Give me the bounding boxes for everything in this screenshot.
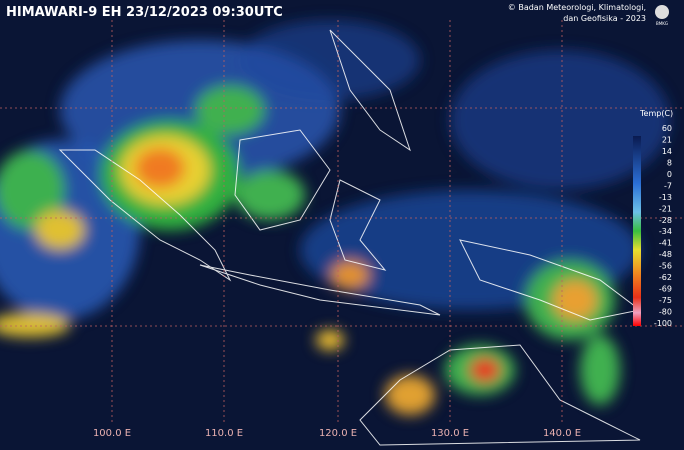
longitude-label: 100.0 E — [93, 428, 131, 439]
legend-tick-label: -48 — [659, 250, 672, 259]
legend-tick-label: -100 — [654, 319, 672, 328]
colorbar — [633, 136, 641, 326]
coastlines — [58, 29, 642, 446]
longitude-label: 120.0 E — [319, 428, 357, 439]
legend-tick-label: 8 — [667, 158, 672, 167]
longitude-label: 130.0 E — [431, 428, 469, 439]
legend-tick-label: 14 — [662, 147, 672, 156]
legend-tick-label: -21 — [659, 204, 672, 213]
graticule — [0, 20, 684, 425]
legend-title: Temp(C) — [639, 109, 673, 118]
longitude-label: 110.0 E — [205, 428, 243, 439]
legend-tick-label: -13 — [659, 193, 672, 202]
credit: dan Geofisika - 2023 — [563, 14, 646, 23]
legend-tick-label: -7 — [664, 181, 672, 190]
legend-tick-label: -41 — [659, 239, 672, 248]
title: HIMAWARI-9 EH 23/12/2023 09:30UTC — [6, 5, 283, 20]
legend-tick-label: 0 — [667, 170, 672, 179]
longitude-label: 140.0 E — [543, 428, 581, 439]
legend-tick-label: -34 — [659, 227, 672, 236]
logo-text: BMKG — [656, 21, 668, 26]
logo-icon — [655, 5, 669, 19]
legend-tick-label: -28 — [659, 216, 672, 225]
legend-tick-label: 60 — [662, 124, 672, 133]
legend-tick-label: -62 — [659, 273, 672, 282]
legend-tick-label: -69 — [659, 285, 672, 294]
legend-tick-label: -56 — [659, 262, 672, 271]
legend-tick-label: 21 — [662, 135, 672, 144]
legend-tick-label: -75 — [659, 296, 672, 305]
legend-tick-label: -80 — [659, 308, 672, 317]
credit: © Badan Meteorologi, Klimatologi, — [508, 3, 646, 12]
